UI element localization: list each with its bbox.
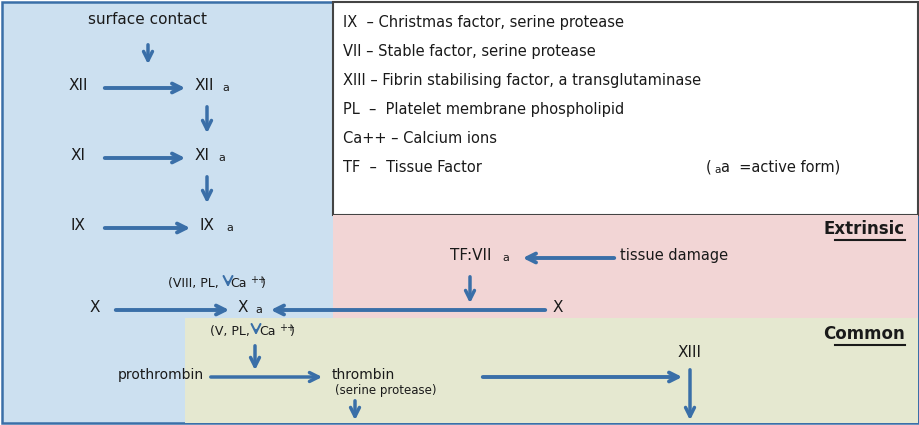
Text: Common: Common — [823, 325, 904, 343]
Text: IX: IX — [199, 218, 215, 233]
Text: a: a — [255, 305, 262, 315]
Text: VII – Stable factor, serine protease: VII – Stable factor, serine protease — [343, 44, 596, 59]
Text: IX: IX — [71, 218, 85, 233]
Text: IX  – Christmas factor, serine protease: IX – Christmas factor, serine protease — [343, 15, 623, 30]
Text: ): ) — [261, 277, 266, 290]
FancyBboxPatch shape — [333, 2, 917, 215]
Text: tissue damage: tissue damage — [619, 248, 727, 263]
Text: ++: ++ — [250, 275, 266, 285]
Text: a: a — [502, 253, 508, 263]
Text: Ca++ – Calcium ions: Ca++ – Calcium ions — [343, 131, 496, 146]
Text: prothrombin: prothrombin — [118, 368, 204, 382]
FancyBboxPatch shape — [333, 215, 917, 318]
Text: XII: XII — [68, 78, 87, 93]
Text: a: a — [221, 83, 229, 93]
Text: a: a — [218, 153, 224, 163]
Text: (  a  =active form): ( a =active form) — [705, 160, 839, 175]
Text: (V, PL,: (V, PL, — [210, 325, 250, 338]
Text: a: a — [226, 223, 233, 233]
Text: (VIII, PL,: (VIII, PL, — [168, 277, 219, 290]
Text: X: X — [90, 300, 100, 315]
Text: thrombin: thrombin — [332, 368, 395, 382]
Text: XI: XI — [71, 148, 85, 163]
Text: a: a — [713, 165, 720, 175]
Text: Extrinsic: Extrinsic — [823, 220, 904, 238]
Text: surface contact: surface contact — [88, 12, 208, 27]
Text: XIII – Fibrin stabilising factor, a transglutaminase: XIII – Fibrin stabilising factor, a tran… — [343, 73, 700, 88]
Text: Ca: Ca — [230, 277, 246, 290]
Text: PL  –  Platelet membrane phospholipid: PL – Platelet membrane phospholipid — [343, 102, 624, 117]
Text: XI: XI — [195, 148, 210, 163]
Text: X: X — [552, 300, 562, 315]
Text: ++: ++ — [278, 323, 295, 333]
FancyBboxPatch shape — [185, 318, 917, 423]
Text: X: X — [238, 300, 248, 315]
Text: Ca: Ca — [259, 325, 275, 338]
Text: TF:VII: TF:VII — [449, 248, 491, 263]
Text: TF  –  Tissue Factor: TF – Tissue Factor — [343, 160, 482, 175]
Text: XII: XII — [195, 78, 214, 93]
Text: XIII: XIII — [677, 345, 701, 360]
Text: (serine protease): (serine protease) — [335, 384, 436, 397]
Text: ): ) — [289, 325, 295, 338]
